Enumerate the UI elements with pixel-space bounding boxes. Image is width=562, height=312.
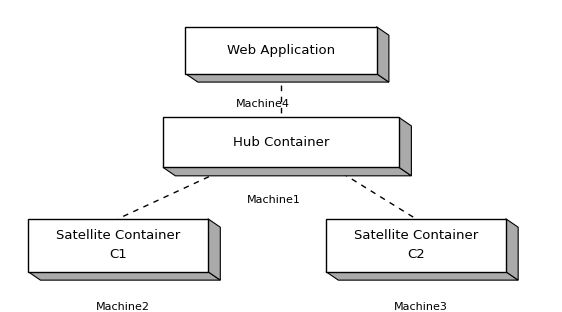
FancyBboxPatch shape	[163, 117, 399, 167]
Text: Machine3: Machine3	[393, 302, 447, 312]
Polygon shape	[28, 272, 220, 280]
Polygon shape	[377, 27, 389, 82]
FancyBboxPatch shape	[326, 219, 506, 272]
Polygon shape	[163, 167, 411, 176]
Polygon shape	[185, 74, 389, 82]
Text: Hub Container: Hub Container	[233, 136, 329, 149]
Text: Satellite Container
C2: Satellite Container C2	[353, 229, 478, 261]
Text: Web Application: Web Application	[227, 44, 335, 57]
Polygon shape	[399, 117, 411, 176]
Text: Machine4: Machine4	[236, 99, 290, 109]
Polygon shape	[506, 219, 518, 280]
Polygon shape	[208, 219, 220, 280]
FancyBboxPatch shape	[185, 27, 377, 74]
Text: Satellite Container
C1: Satellite Container C1	[56, 229, 180, 261]
FancyBboxPatch shape	[28, 219, 208, 272]
Text: Machine2: Machine2	[96, 302, 149, 312]
Polygon shape	[326, 272, 518, 280]
Text: Machine1: Machine1	[247, 195, 301, 205]
